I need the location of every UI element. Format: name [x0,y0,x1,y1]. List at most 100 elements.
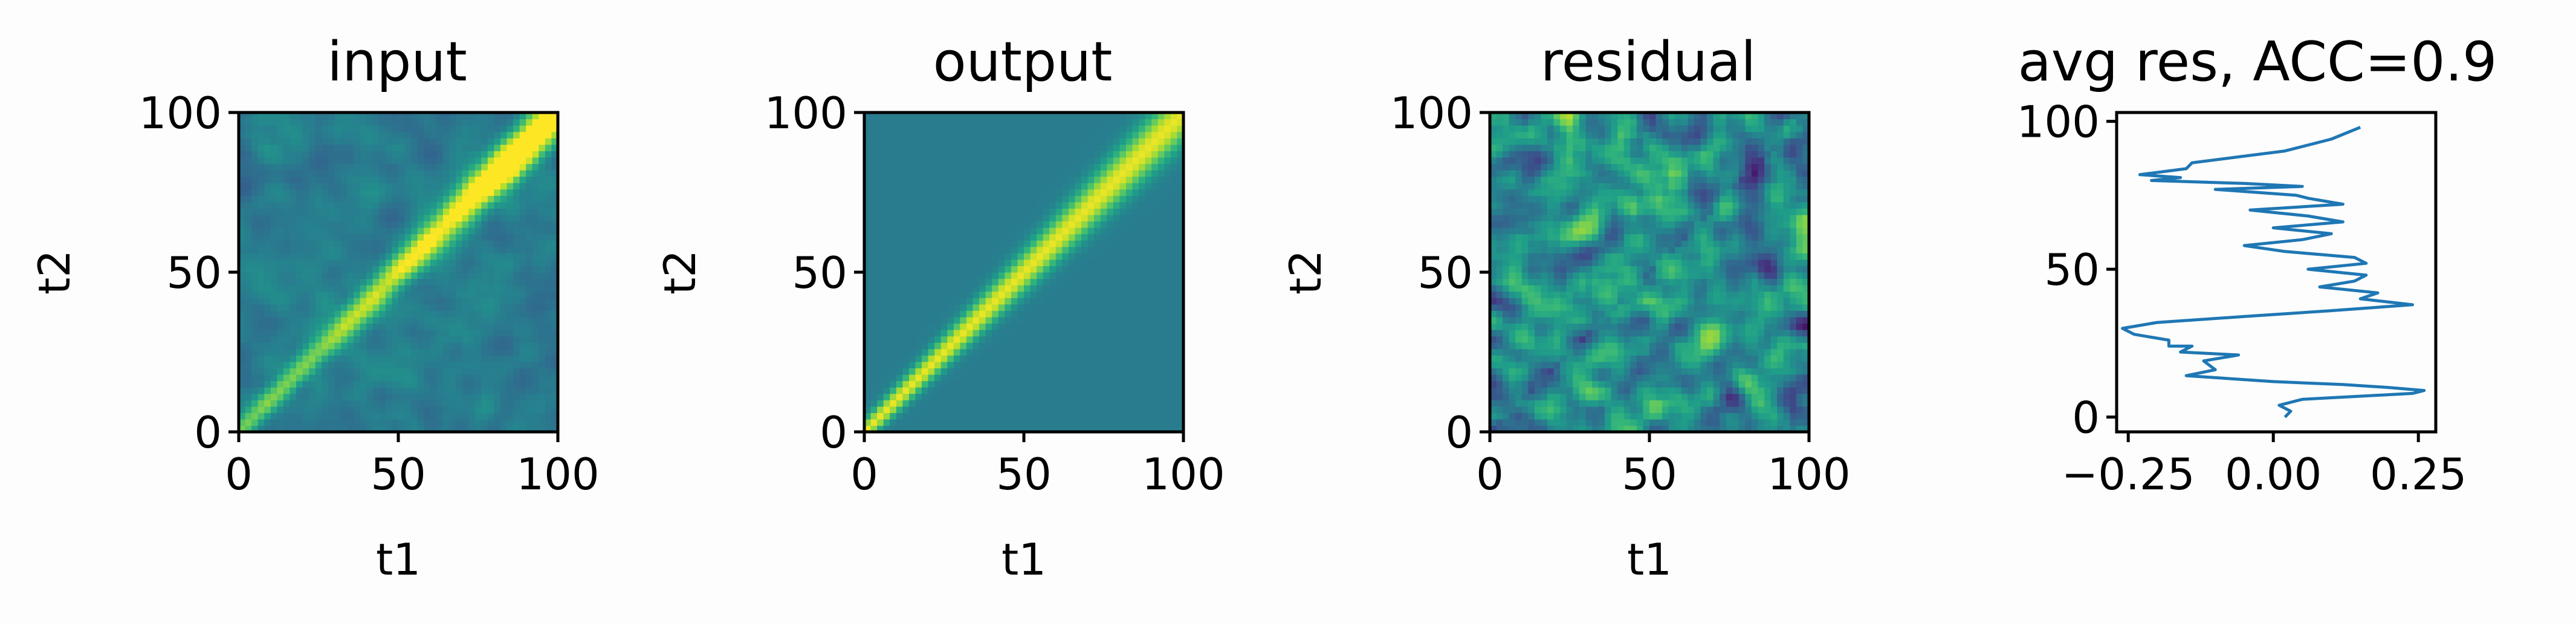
heatmap-cell [270,233,277,241]
heatmap-cell [1037,330,1044,337]
heatmap-cell [372,208,380,215]
heatmap-cell [1100,214,1107,222]
heatmap-cell [283,208,291,215]
heatmap-cell [966,240,974,247]
heatmap-cell [940,387,948,394]
heatmap-cell [417,336,424,343]
heatmap-cell [1125,342,1133,350]
heatmap-cell [545,323,552,330]
heatmap-cell [1081,393,1089,400]
heatmap-cell [334,355,341,362]
heatmap-cell [340,425,348,432]
heatmap-cell [462,355,469,362]
heatmap-cell [972,259,980,267]
heatmap-cell [442,170,450,177]
heatmap-cell [506,330,514,337]
heatmap-cell [283,336,291,343]
heatmap-cell [404,125,412,132]
heatmap-cell [890,368,897,375]
heatmap-cell [398,259,406,267]
heatmap-cell [1170,380,1178,388]
heatmap-cell [392,355,399,362]
heatmap-cell [487,380,494,388]
heatmap-cell [322,189,329,196]
heatmap-cell [928,393,935,400]
heatmap-cell [436,291,444,298]
heatmap-cell [1157,119,1165,126]
heatmap-cell [398,387,406,394]
heatmap-cell [251,310,259,318]
heatmap-cell [890,214,897,222]
heatmap-cell [251,208,259,215]
heatmap-cell [1005,419,1012,426]
heatmap-cell [328,113,335,120]
heatmap-cell [864,298,872,305]
heatmap-cell [1145,406,1152,413]
heatmap-cell [385,259,393,267]
heatmap-cell [1157,259,1165,267]
heatmap-cell [264,113,271,120]
heatmap-cell [1087,201,1095,209]
heatmap-cell [1164,246,1171,253]
heatmap-cell [449,387,456,394]
heatmap-cell [328,119,335,126]
heatmap-cell [940,151,948,158]
heatmap-cell [468,285,476,292]
heatmap-cell [908,336,916,343]
heatmap-cell [481,131,488,139]
heatmap-cell [1068,125,1076,132]
heatmap-cell [864,330,872,337]
heatmap-cell [245,310,252,318]
heatmap-cell [1157,342,1165,350]
heatmap-cell [251,298,259,305]
heatmap-cell [309,259,316,267]
heatmap-cell [1037,400,1044,407]
heatmap-cell [385,361,393,368]
heatmap-cell [474,253,482,260]
heatmap-cell [1043,183,1050,190]
heatmap-cell [1157,266,1165,273]
heatmap-cell [442,183,450,190]
heatmap-cell [532,330,539,337]
heatmap-cell [328,131,335,139]
heatmap-cell [481,393,488,400]
heatmap-cell [940,336,948,343]
heatmap-cell [1062,233,1069,241]
heatmap-cell [1081,380,1089,388]
heatmap-cell [385,163,393,171]
heatmap-cell [1024,183,1031,190]
heatmap-cell [315,125,322,132]
heatmap-cell [487,144,494,151]
heatmap-cell [539,285,546,292]
heatmap-cell [934,259,942,267]
heatmap-cell [539,189,546,196]
heatmap-cell [277,342,284,350]
heatmap-cell [360,170,367,177]
heatmap-cell [1151,413,1159,420]
heatmap-cell [1043,374,1050,382]
heatmap-cell [366,368,374,375]
heatmap-cell [902,144,910,151]
heatmap-cell [309,413,316,420]
heatmap-cell [1075,208,1082,215]
heatmap-cell [864,157,872,165]
heatmap-cell [922,113,929,120]
heatmap-cell [366,170,374,177]
heatmap-cell [1011,266,1018,273]
heatmap-cell [1068,278,1076,285]
heatmap-cell [934,163,942,171]
heatmap-cell [417,278,424,285]
heatmap-cell [309,208,316,215]
heatmap-cell [354,406,361,413]
heatmap-cell [347,348,354,356]
heatmap-cell [896,285,903,292]
heatmap-cell [1062,272,1069,279]
heatmap-cell [1125,138,1133,145]
heatmap-cell [513,221,520,228]
heatmap-cell [264,214,271,222]
heatmap-cell [972,233,980,241]
heatmap-cell [908,368,916,375]
heatmap-cell [966,201,974,209]
heatmap-cell [385,425,393,432]
heatmap-cell [334,227,341,235]
